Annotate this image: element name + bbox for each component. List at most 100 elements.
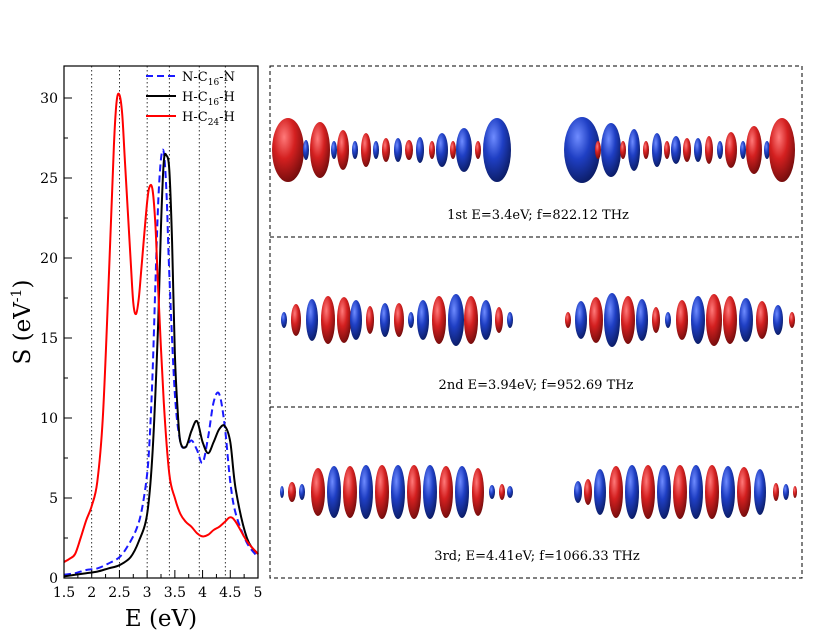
orbital-lobe [448,294,464,346]
orbital-lobe [641,465,655,519]
spectrum-chart: 1.5 2 2.5 3 3.5 4 4.5 5 0 5 10 15 20 25 30 E (eV) S (… [9,65,263,632]
x-axis-title: E (eV) [125,606,197,632]
orbital-lobe [620,141,626,159]
orbital-lobe [408,312,414,328]
orbital-lobe [495,307,503,333]
orbital-lobe [483,118,511,182]
orbital-lobe [359,465,373,519]
y-axis-title-sup: -1 [9,289,25,303]
orbital-lobe [361,133,371,167]
orbital-lobe [673,465,687,519]
orbital-lobe [310,122,330,178]
y-tick-label-5: 25 [40,171,58,187]
orbital-lobe [643,141,649,159]
orbital-lobe [773,483,779,501]
orbital-lobe [456,128,472,172]
x-tick-labels: 1.5 2 2.5 3 3.5 4 4.5 5 [53,585,263,601]
orbital-lobe [380,303,390,337]
orbital-lobe [455,466,469,518]
orbital-lobe [507,312,513,328]
orbital-lobe [337,130,349,170]
orbital-lobe [595,141,601,159]
orbital-lobe [350,300,362,340]
orbital-lobe [489,485,495,499]
y-tick-label-1: 5 [49,491,58,507]
x-tick-label-2: 2.5 [108,585,130,601]
orbital-lobe [373,141,379,159]
orbital-lobe [621,296,635,344]
orbital-lobe [417,300,429,340]
orbital-lobe [564,117,600,183]
x-tick-label-7: 5 [254,585,263,601]
vertical-guide-lines [91,66,226,578]
orbital-lobe [789,312,795,328]
orbital-lobe [574,481,582,503]
x-tick-label-6: 4.5 [219,585,241,601]
orbital-lobe [740,141,746,159]
orbital-lobe [652,133,662,167]
svg-text:S (eV-1): S (eV-1) [9,280,36,365]
legend-label-h-c16-h: H-C16-H [182,90,235,108]
orbital-lobe [352,141,358,159]
orbital-lobe [691,296,705,344]
panel-caption-2nd: 2nd E=3.94eV; f=952.69 THz [439,378,634,393]
orbital-lobe [683,138,691,162]
orbital-lobe [723,296,737,344]
orbital-lobe [754,469,766,515]
orbital-lobe [331,141,337,159]
orbital-lobe [665,312,671,328]
y-tick-labels: 0 5 10 15 20 25 30 [40,91,58,587]
orbital-lobe [429,141,435,159]
panel-caption-1st: 1st E=3.4eV; f=822.12 THz [447,208,629,223]
y-tick-label-2: 10 [40,411,58,427]
panels-frame [269,65,803,579]
orbital-lobe [394,138,402,162]
orbital-lobe [676,300,688,340]
y-tick-label-6: 30 [40,91,58,107]
orbital-lobe [480,300,492,340]
legend-label-h-c24-h: H-C24-H [182,110,235,128]
orbital-lobe [280,486,284,498]
orbital-lobe [507,486,513,498]
orbital-lobe [628,129,640,171]
x-tick-label-0: 1.5 [53,585,75,601]
orbital-lobes-1st [272,117,795,183]
orbital-lobe [746,126,762,174]
orbital-lobe [311,468,325,516]
orbital-panels: 1st E=3.4eV; f=822.12 THz 2nd E=3.94eV; … [269,65,803,579]
x-tick-label-5: 4 [198,585,207,601]
orbital-lobe [725,132,737,168]
y-axis-title-end: ) [10,280,36,289]
orbital-lobe [589,297,603,343]
orbital-lobe [717,141,723,159]
orbital-lobe [382,138,390,162]
orbital-lobe [407,465,421,519]
x-tick-label-3: 3 [143,585,152,601]
orbital-lobe [281,312,287,328]
orbital-lobe [423,465,437,519]
orbital-lobe [306,299,318,341]
orbital-lobe [625,465,639,519]
x-tick-label-1: 2 [87,585,96,601]
orbital-lobe [472,468,484,516]
orbital-lobe [584,479,592,505]
orbital-lobe [705,465,719,519]
orbital-lobe [636,299,648,341]
orbital-lobe [499,484,505,500]
orbital-lobe [739,298,753,342]
orbital-lobe [288,482,296,502]
orbital-lobe [689,465,703,519]
orbital-lobe [737,467,751,517]
orbital-lobe [321,296,335,344]
x-tick-label-4: 3.5 [164,585,186,601]
orbital-lobe [375,465,389,519]
y-tick-label-3: 15 [40,331,58,347]
y-axis-title: S (eV-1) [9,280,36,365]
y-tick-label-0: 0 [49,571,58,587]
orbital-lobe [475,141,481,159]
y-tick-label-4: 20 [40,251,58,267]
series-line-h-c16-h [63,152,259,578]
orbital-lobe [391,465,405,519]
orbital-lobe [664,141,670,159]
